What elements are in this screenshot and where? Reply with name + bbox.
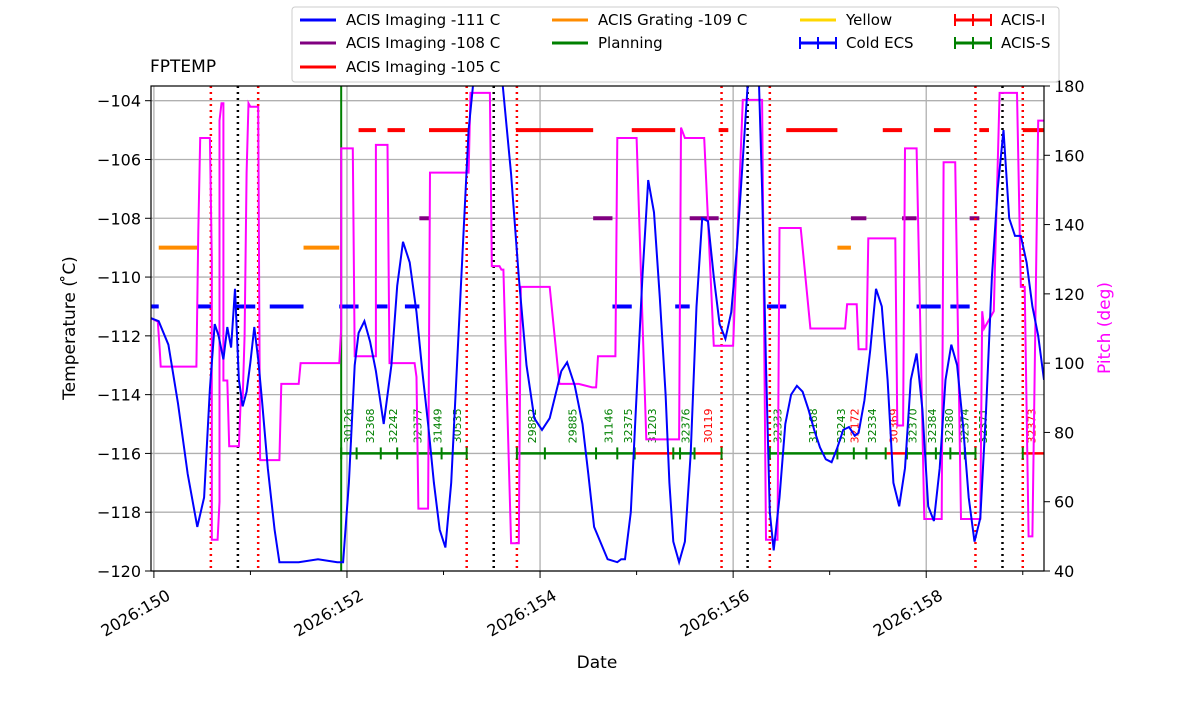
y-tick-label-2: −108 xyxy=(97,209,141,228)
y2-tick-label-3: 100 xyxy=(1054,354,1085,373)
pitch-axis-label: Pitch (deg) xyxy=(1095,282,1115,374)
x-axis-label: Date xyxy=(577,653,618,673)
pitch-axis-ticks: 40 60 80 100 120 140 160 180 xyxy=(1044,77,1085,581)
obsid-label-11: 32376 xyxy=(680,408,693,443)
y2-tick-label-1: 60 xyxy=(1054,493,1074,512)
legend-label-7: ACIS-I xyxy=(1001,11,1045,29)
obsid-label-4: 31449 xyxy=(432,408,445,443)
pitch-series-line xyxy=(151,91,1044,545)
y-tick-label-6: −116 xyxy=(97,444,141,463)
obsid-label-21: 32380 xyxy=(943,408,956,443)
y2-tick-label-4: 120 xyxy=(1054,285,1085,304)
legend-label-0: ACIS Imaging -111 C xyxy=(346,11,500,29)
y-tick-label-5: −114 xyxy=(97,386,141,405)
y-tick-label-3: −110 xyxy=(97,268,141,287)
obsid-label-9: 32375 xyxy=(622,408,635,443)
legend-label-3: ACIS Grating -109 C xyxy=(598,11,747,29)
y-tick-label-7: −118 xyxy=(97,503,141,522)
obsid-label-23: 32371 xyxy=(977,408,990,443)
legend: ACIS Imaging -111 C ACIS Imaging -108 C AC… xyxy=(291,6,1060,83)
obsid-label-8: 31146 xyxy=(602,408,615,443)
y-tick-label-8: −120 xyxy=(97,562,141,581)
legend-label-5: Yellow xyxy=(845,11,892,29)
y-tick-label-0: −104 xyxy=(97,92,141,111)
legend-label-8: ACIS-S xyxy=(1001,34,1050,52)
obsid-label-2: 32242 xyxy=(387,408,400,443)
legend-box xyxy=(291,6,1060,83)
y-axis-ticks: −104 −106 −108 −110 −112 −114 −116 −118 −120 xyxy=(97,92,151,581)
obsid-label-16: 32172 xyxy=(849,408,862,443)
y2-tick-label-0: 40 xyxy=(1054,562,1074,581)
obsid-markers: 30126 32368 32242 32377 31449 30535 29882 29885… xyxy=(340,408,1044,460)
y-tick-label-1: −106 xyxy=(97,150,141,169)
plot-frame xyxy=(150,85,1045,572)
y2-tick-label-2: 80 xyxy=(1054,423,1074,442)
obsid-label-1: 32368 xyxy=(364,408,377,443)
obsid-label-12: 30119 xyxy=(702,408,715,443)
plot-area: 30126 32368 32242 32377 31449 30535 29882 29885… xyxy=(151,86,1044,571)
chart-title: FPTEMP xyxy=(150,57,216,77)
legend-label-4: Planning xyxy=(598,34,663,52)
obsid-label-15: 32243 xyxy=(835,408,848,443)
fptemp-series-line xyxy=(151,86,1044,566)
obsid-label-10: 31203 xyxy=(646,408,659,443)
legend-label-1: ACIS Imaging -108 C xyxy=(346,34,500,52)
obsid-label-19: 32370 xyxy=(907,408,920,443)
y-tick-label-4: −112 xyxy=(97,327,141,346)
limit-segments xyxy=(151,128,1044,309)
obsid-label-17: 32334 xyxy=(866,408,879,443)
obsid-label-6: 29882 xyxy=(526,408,539,443)
legend-label-6: Cold ECS xyxy=(846,34,914,52)
y-axis-label: Temperature ( ̊C) xyxy=(59,256,80,401)
legend-label-2: ACIS Imaging -105 C xyxy=(346,58,500,76)
y2-tick-label-7: 180 xyxy=(1054,77,1085,96)
y2-tick-label-5: 140 xyxy=(1054,216,1085,235)
obsid-label-7: 29885 xyxy=(567,408,580,443)
obsid-label-20: 32384 xyxy=(926,408,939,443)
y2-tick-label-6: 160 xyxy=(1054,146,1085,165)
